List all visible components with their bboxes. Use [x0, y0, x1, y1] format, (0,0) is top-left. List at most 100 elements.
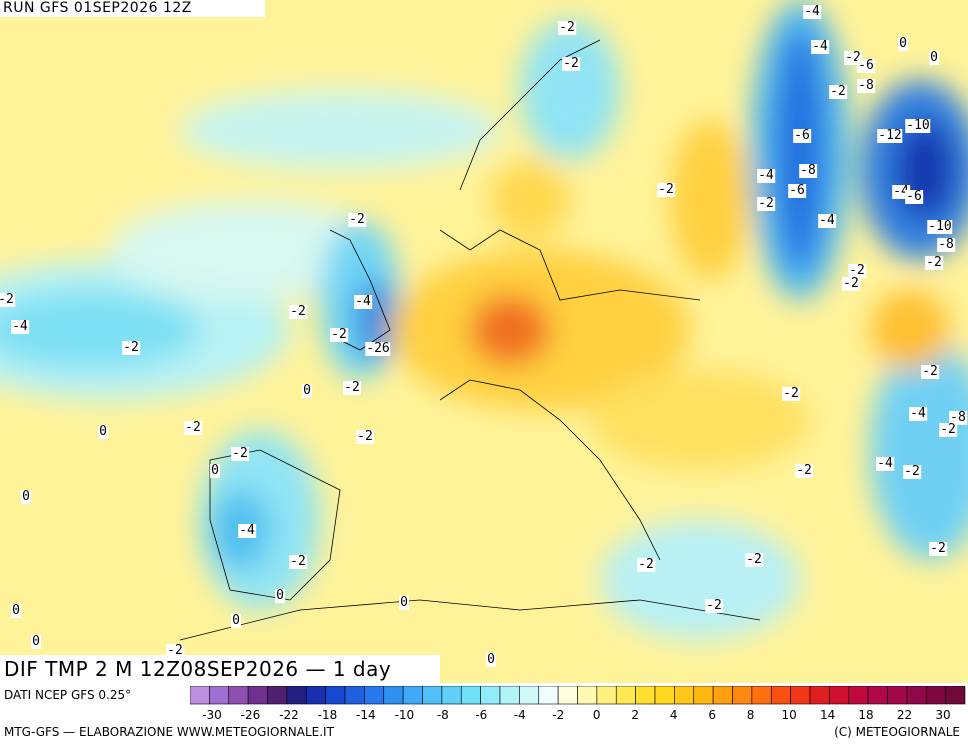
- contour-label: -4: [354, 294, 372, 309]
- contour-label: -2: [330, 327, 348, 342]
- contour-label: -2: [795, 463, 813, 478]
- contour-label: -8: [937, 237, 955, 252]
- contour-label: -2: [757, 196, 775, 211]
- colorbar-label: 14: [820, 708, 835, 722]
- contour-label: -6: [905, 189, 923, 204]
- color-swatch: [635, 686, 656, 705]
- contour-label: -8: [857, 78, 875, 93]
- contour-label: -2: [184, 420, 202, 435]
- color-swatch: [267, 686, 288, 705]
- contour-label: -8: [949, 410, 967, 425]
- color-swatch: [286, 686, 307, 705]
- color-swatch: [480, 686, 501, 705]
- color-swatch: [344, 686, 365, 705]
- color-swatch: [538, 686, 559, 705]
- contour-label: -2: [356, 429, 374, 444]
- color-swatch: [867, 686, 888, 705]
- contour-label: -2: [166, 643, 184, 658]
- color-swatch: [209, 686, 230, 705]
- contour-label: 0: [11, 603, 21, 618]
- color-swatch: [325, 686, 346, 705]
- contour-label: -26: [365, 341, 391, 356]
- colorbar-label: 4: [670, 708, 678, 722]
- color-swatch: [577, 686, 598, 705]
- color-legend: -30 -26 -22 -18 -14 -10 -8 -6 -4 -2 0 2 4 6 8 10 14 18 22 3…: [190, 686, 966, 722]
- colorbar-label: 2: [631, 708, 639, 722]
- color-swatch: [654, 686, 675, 705]
- contour-label: -2: [289, 304, 307, 319]
- color-swatch: [228, 686, 249, 705]
- color-swatch: [519, 686, 540, 705]
- contour-label: 0: [31, 634, 41, 649]
- contour-label: -2: [657, 182, 675, 197]
- contour-label: -2: [939, 422, 957, 437]
- contour-label: -4: [892, 184, 910, 199]
- contour-label: 0: [898, 36, 908, 51]
- color-swatch: [383, 686, 404, 705]
- contour-label: -2: [562, 56, 580, 71]
- color-swatch: [906, 686, 927, 705]
- map: [0, 0, 968, 683]
- color-swatch: [848, 686, 869, 705]
- colorbar-label: 10: [781, 708, 796, 722]
- colorbar-label: -18: [318, 708, 338, 722]
- contour-label: -8: [799, 163, 817, 178]
- colorbar-label: -10: [395, 708, 415, 722]
- credit: MTG-GFS — ELABORAZIONE WWW.METEOGIORNALE…: [4, 725, 334, 739]
- contour-label: 0: [302, 383, 312, 398]
- colorbar-label: -26: [241, 708, 261, 722]
- contour-label: -2: [637, 557, 655, 572]
- contour-label: -10: [905, 118, 931, 133]
- contour-label: -10: [927, 219, 953, 234]
- color-swatch: [190, 686, 210, 705]
- contour-label: -4: [803, 4, 821, 19]
- colorbar-label: 6: [708, 708, 716, 722]
- contour-label: -2: [782, 386, 800, 401]
- contour-label: -2: [0, 293, 15, 307]
- contour-label: -6: [793, 128, 811, 143]
- contour-label: -4: [811, 39, 829, 54]
- contour-label: 0: [210, 463, 220, 478]
- colorbar-label: -14: [356, 708, 376, 722]
- copyright: (C) METEOGIORNALE: [834, 725, 960, 739]
- contour-label: -2: [289, 554, 307, 569]
- color-swatch: [674, 686, 695, 705]
- contour-label: -2: [921, 364, 939, 379]
- contour-label: 0: [929, 50, 939, 65]
- contour-label: -2: [925, 255, 943, 270]
- contour-label: -4: [238, 523, 256, 538]
- contour-label: -2: [231, 446, 249, 461]
- color-swatch: [615, 686, 636, 705]
- contour-label: -4: [757, 168, 775, 183]
- contour-label: -4: [909, 406, 927, 421]
- color-swatch: [499, 686, 520, 705]
- contour-label: 0: [275, 588, 285, 603]
- color-swatch: [887, 686, 908, 705]
- contour-label: -2: [929, 541, 947, 556]
- colorbar-label: -6: [475, 708, 487, 722]
- contour-label: -2: [903, 464, 921, 479]
- colorbar-label: 30: [935, 708, 950, 722]
- contour-label: -4: [11, 319, 29, 334]
- contour-label: -2: [558, 20, 576, 35]
- colorbar-label: -2: [552, 708, 564, 722]
- color-swatch: [712, 686, 733, 705]
- contour-label: 0: [486, 652, 496, 667]
- contour-label: 0: [231, 613, 241, 628]
- colorbar-label: -22: [279, 708, 299, 722]
- contour-label: -2: [705, 598, 723, 613]
- color-swatch: [732, 686, 753, 705]
- contour-label: -2: [343, 380, 361, 395]
- data-source: DATI NCEP GFS 0.25°: [4, 688, 132, 702]
- contour-label: 0: [98, 424, 108, 439]
- color-swatch: [305, 686, 326, 705]
- color-swatch: [770, 686, 791, 705]
- color-swatch: [441, 686, 462, 705]
- color-swatch: [460, 686, 481, 705]
- color-swatch: [829, 686, 850, 705]
- color-swatch: [809, 686, 830, 705]
- colorbar-label: -30: [202, 708, 222, 722]
- contour-label: 0: [399, 595, 409, 610]
- color-swatch: [364, 686, 385, 705]
